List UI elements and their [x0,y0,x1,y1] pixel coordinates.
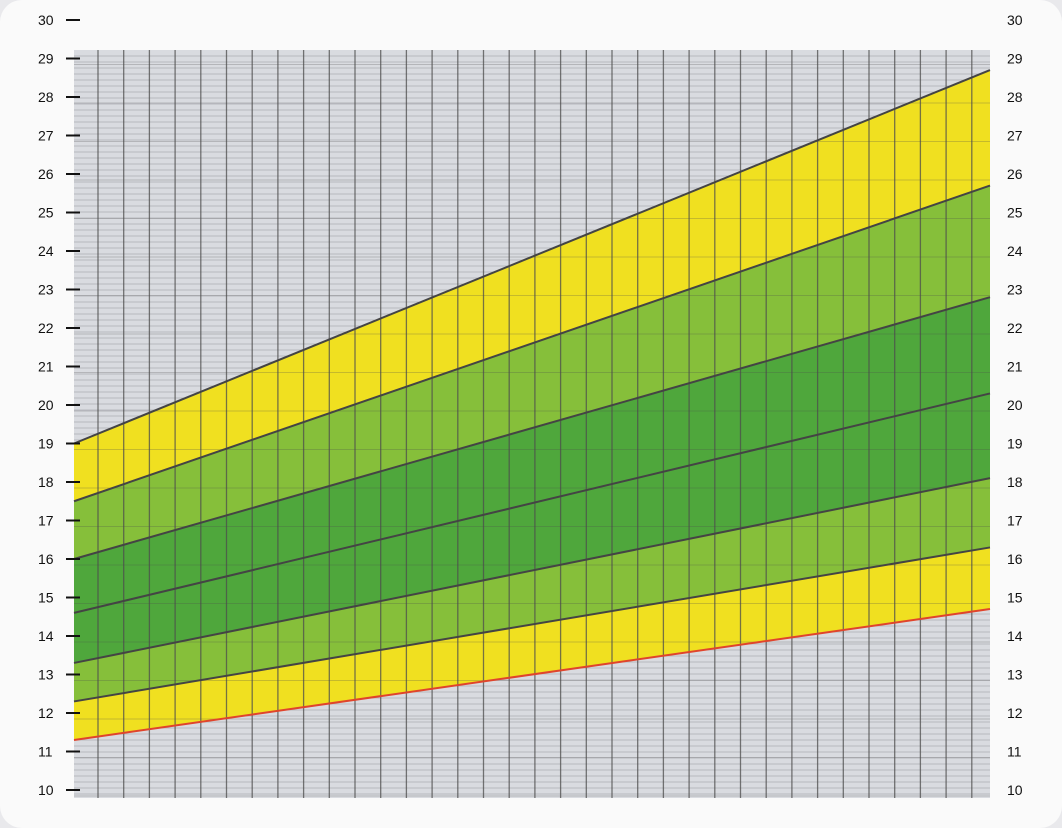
right-tick-label: 22 [1007,320,1023,336]
left-tick-label: 30 [38,12,54,28]
percentile-curve-6 [73,184,991,503]
right-tick-label: 25 [1007,205,1023,221]
right-tick-label: 28 [1007,89,1023,105]
right-tick-label: 21 [1007,359,1023,375]
major-grid [74,50,990,798]
right-tick-label: 29 [1007,51,1023,67]
left-tick-label: 17 [38,513,54,529]
left-tick-label: 19 [38,436,54,452]
percentile-curve-5 [73,296,991,560]
right-tick-label: 17 [1007,513,1023,529]
left-tick-label: 22 [38,320,54,336]
left-tick-label: 29 [38,51,54,67]
left-tick-label: 21 [38,359,54,375]
percentile-curve-2 [73,546,991,703]
left-tick-label: 25 [38,205,54,221]
percentile-curve-1 [73,608,991,741]
left-tick-label: 20 [38,397,54,413]
percentile-curve-3 [73,477,991,664]
right-tick-label: 10 [1007,782,1023,798]
percentile-curve-4 [73,392,991,614]
right-tick-label: 26 [1007,166,1023,182]
left-tick-label: 15 [38,590,54,606]
percentile-curve-7 [73,69,991,445]
left-y-axis: 10 11 12 13 14 15 16 17 18 19 20 21 22 23 24 25 26 27 28 29… [38,12,80,798]
right-tick-label: 12 [1007,705,1023,721]
left-tick-label: 11 [38,744,53,760]
right-tick-label: 19 [1007,436,1023,452]
right-y-axis: 10 11 12 13 14 15 16 17 18 19 20 21 22 23 24 25 26 27 28 29… [1007,12,1023,798]
right-tick-label: 24 [1007,243,1023,259]
left-tick-label: 16 [38,551,54,567]
left-tick-label: 26 [38,166,54,182]
left-tick-label: 18 [38,474,54,490]
left-tick-label: 10 [38,782,54,798]
right-tick-label: 16 [1007,551,1023,567]
right-tick-label: 18 [1007,474,1023,490]
left-tick-label: 23 [38,282,54,298]
right-tick-label: 14 [1007,628,1023,644]
right-tick-label: 27 [1007,128,1023,144]
right-tick-label: 13 [1007,667,1023,683]
left-tick-label: 27 [38,128,54,144]
left-tick-label: 13 [38,667,54,683]
left-tick-label: 14 [38,628,54,644]
right-tick-label: 15 [1007,590,1023,606]
right-tick-label: 11 [1007,744,1022,760]
right-tick-label: 30 [1007,12,1023,28]
left-tick-label: 12 [38,705,54,721]
left-tick-label: 24 [38,243,54,259]
right-tick-label: 20 [1007,397,1023,413]
percentile-curves [73,69,991,741]
right-tick-label: 23 [1007,282,1023,298]
left-tick-label: 28 [38,89,54,105]
